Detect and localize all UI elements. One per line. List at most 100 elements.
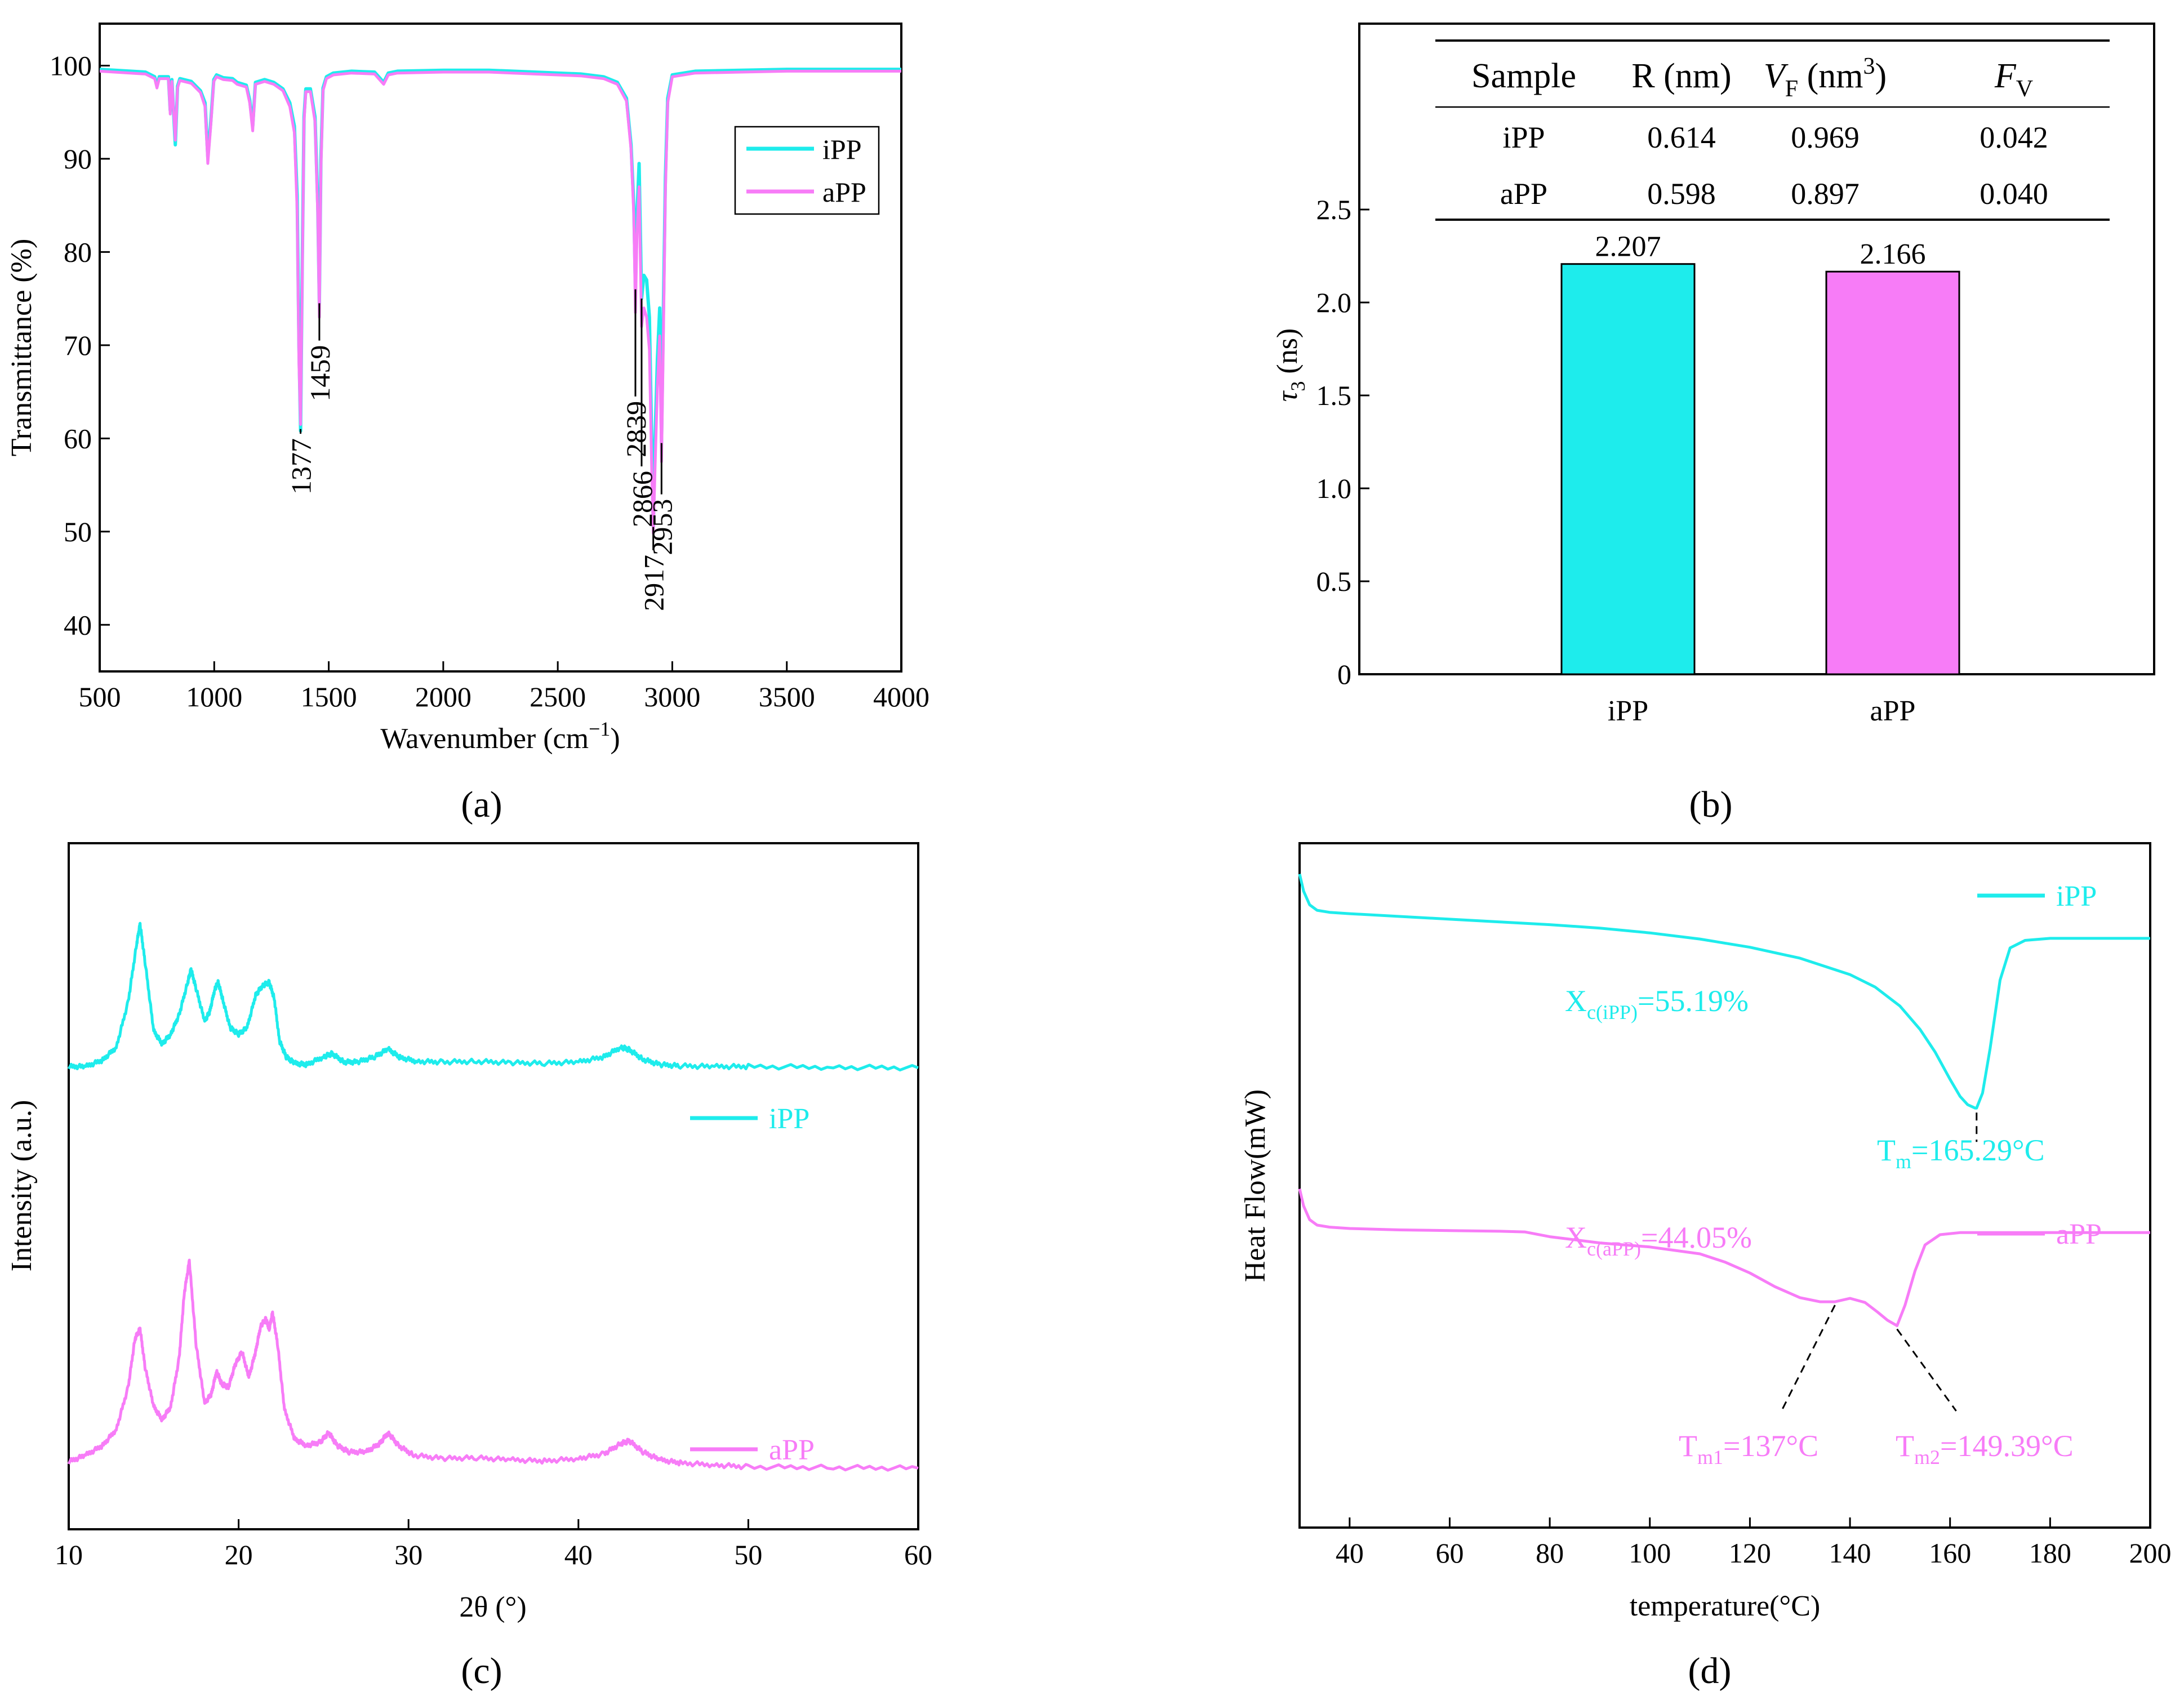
table-row-ipp-sample: iPP [1502,121,1545,154]
tm2-app-label: Tm2=149.39°C [1896,1429,2074,1468]
xc-ipp-label: Xc(iPP)=55.19% [1565,984,1749,1023]
panel-b-ytick-label-0: 0 [1337,658,1351,690]
panel-d-xtick-label-4: 120 [1729,1537,1771,1569]
panel-b-bar-chart: 0 0.5 1.0 1.5 2.0 2.5 iPP aPP 2.207 2.166 Sample… [1271,23,2155,825]
panel-c-xtick-label-0: 10 [55,1539,83,1570]
panel-b-ytick-label-2: 1.0 [1316,473,1352,504]
panel-a-ytick-label-5: 90 [64,143,92,175]
xc-app-label: Xc(aPP)=44.05% [1565,1221,1752,1260]
table-row-app-sample: aPP [1500,177,1547,211]
panel-d-xtick-label-5: 140 [1829,1537,1871,1569]
legend-ipp-label: iPP [822,133,862,165]
panel-a-xtick-label-7: 4000 [873,681,929,713]
panel-c-xtick-label-2: 30 [394,1539,422,1570]
panel-d-xtick-label-3: 100 [1629,1537,1671,1569]
panel-c-xtick-label-4: 50 [734,1539,762,1570]
app-xrd-line [67,1258,919,1472]
peak-label-1459: 1459 [304,345,336,402]
panel-a-ylabel: Transmittance (%) [6,239,38,457]
panel-d-xtick-label-6: 160 [1929,1537,1971,1569]
table-header-fv: FV [1994,57,2033,102]
panel-b-ytick-label-5: 2.5 [1316,194,1352,225]
panel-a-ticks: 500 1000 1500 2000 2500 3000 3500 4000 40 50 60 70 8… [50,50,929,713]
panel-d-series [1298,874,2150,1328]
peak-label-2866: 2866 [626,471,658,527]
panel-a-xtick-label-6: 3500 [759,681,815,713]
panel-b-ylabel: τ3 (ns) [1271,328,1309,402]
panel-b-ytick-label-3: 1.5 [1316,380,1352,411]
panel-b-category-label-ipp: iPP [1608,695,1648,727]
panel-c-xlabel: 2θ (°) [459,1591,526,1623]
panel-b-bars: 2.207 2.166 [1560,231,1960,675]
table-row-app-r: 0.598 [1647,177,1716,211]
panel-d-xtick-label-0: 40 [1336,1537,1364,1569]
ipp-dsc-line [1298,874,2150,1110]
panel-b-ytick-label-4: 2.0 [1316,287,1352,318]
table-row-app-fv: 0.040 [1980,177,2048,211]
panel-d-dsc-chart: 40 60 80 100 120 140 160 180 200 Xc(iPP)=55.19% … [1239,842,2172,1691]
panel-b-plot-frame [1358,23,2155,675]
panel-c-caption: (c) [461,1650,502,1691]
panel-a-series [99,68,901,535]
panel-c-xtick-label-5: 60 [904,1539,932,1570]
panel-a-xtick-label-5: 3000 [644,681,700,713]
tm1-app-label: Tm1=137°C [1679,1429,1818,1468]
peak-label-2953: 2953 [646,499,678,555]
panel-b-table: Sample R (nm) VF (nm3) FV iPP 0.614 0.96… [1435,39,2110,221]
panel-d-caption: (d) [1688,1650,1732,1691]
table-header-vf: VF (nm3) [1764,54,1887,102]
peak-label-2839: 2839 [620,401,652,457]
panel-a-caption: (a) [461,784,502,825]
panel-d-annotations: Xc(iPP)=55.19% Tm=165.29°C Xc(aPP)=44.05… [1565,984,2074,1468]
peak-label-2917: 2917 [638,555,670,611]
panel-a-ytick-label-3: 70 [64,330,92,361]
panel-c-plot-frame [68,842,919,1530]
panel-d-xlabel: temperature(°C) [1630,1590,1820,1622]
panel-a-xtick-label-4: 2500 [530,681,586,713]
panel-c-legend: iPP aPP [690,1103,815,1466]
peak-label-1377: 1377 [286,438,317,495]
panel-c-series [67,922,919,1472]
panel-b-ticks: 0 0.5 1.0 1.5 2.0 2.5 iPP aPP [1316,194,1916,727]
panel-a-xtick-label-3: 2000 [415,681,472,713]
panel-a-ytick-label-1: 50 [64,516,92,547]
panel-a-ytick-label-0: 40 [64,609,92,640]
panel-c-ticks: 10 20 30 40 50 60 [55,1519,932,1570]
bar-value-label-ipp: 2.207 [1595,231,1661,263]
tm-ipp-label: Tm=165.29°C [1877,1133,2045,1173]
table-row-ipp-fv: 0.042 [1980,121,2048,154]
panel-b-category-label-app: aPP [1870,695,1916,727]
panel-d-plot-frame [1298,842,2151,1529]
bar-app [1825,270,1960,675]
legend-app-label: aPP [769,1434,815,1466]
panel-d-xtick-label-7: 180 [2029,1537,2071,1569]
legend-ipp-label: iPP [2056,880,2097,912]
panel-d-ylabel: Heat Flow(mW) [1239,1089,1271,1282]
panel-c-xtick-label-3: 40 [564,1539,593,1570]
panel-d-legend: iPP aPP [1977,880,2102,1250]
panel-a-ytick-label-6: 100 [50,50,92,81]
panel-a-xtick-label-0: 500 [79,681,121,713]
legend-ipp-label: iPP [769,1103,809,1135]
table-row-app-vf: 0.897 [1791,177,1860,211]
panel-b-caption: (b) [1689,784,1733,825]
panel-d-xtick-label-8: 200 [2129,1537,2172,1569]
ipp-xrd-line [67,922,919,1072]
table-header-sample: Sample [1471,57,1576,95]
tm1-app-leader [1781,1305,1836,1412]
tm2-app-leader [1896,1328,1957,1412]
app-dsc-line [1298,1188,2150,1328]
panel-b-ytick-label-1: 0.5 [1316,566,1352,597]
bar-value-label-app: 2.166 [1860,238,1926,270]
app-ftir-line [99,69,901,535]
table-row-ipp-r: 0.614 [1647,121,1716,154]
panel-d-xtick-label-2: 80 [1536,1537,1564,1569]
table-header-r: R (nm) [1631,57,1731,95]
panel-c-ylabel: Intensity (a.u.) [6,1100,38,1272]
panel-a-plot-frame [99,23,902,673]
panel-a-xtick-label-1: 1000 [186,681,242,713]
panel-a-legend: iPP aPP [734,126,880,215]
panel-a-ytick-label-4: 80 [64,236,92,268]
panel-d-xtick-label-1: 60 [1435,1537,1464,1569]
